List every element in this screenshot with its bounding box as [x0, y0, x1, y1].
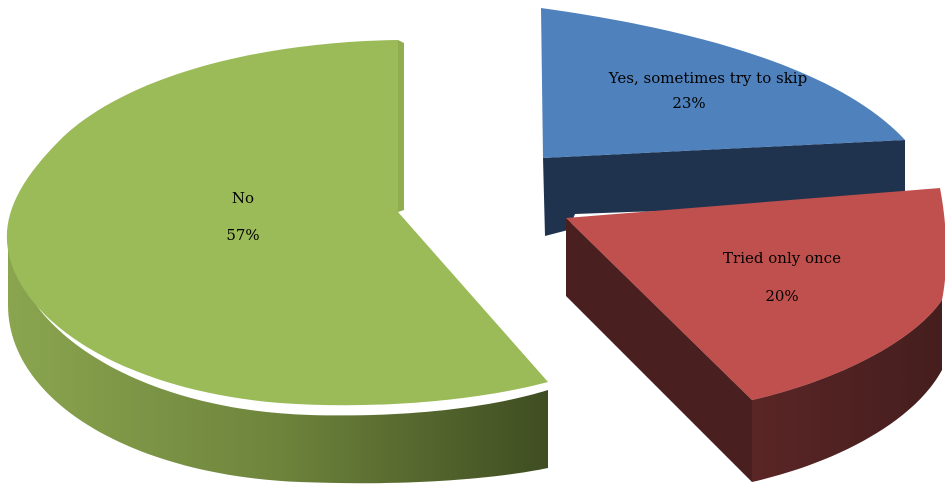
- slice-side-tried-once-left: [566, 218, 752, 482]
- slice-side-yes: [543, 140, 905, 236]
- pie-slice-tried-once: Tried only once 20%: [566, 188, 945, 482]
- slice-value-yes: 23%: [672, 94, 705, 112]
- slice-side-no: [8, 225, 548, 484]
- slice-top-tried-once: [566, 188, 945, 400]
- slice-label-tried-once: Tried only once: [723, 249, 841, 267]
- slice-value-tried-once: 20%: [765, 287, 798, 305]
- slice-label-no: No: [232, 189, 254, 207]
- slice-top-no: [6, 40, 548, 406]
- slice-side-tried-once-front: [752, 300, 942, 482]
- slice-side-no-inner: [398, 40, 404, 212]
- slice-top-yes: [541, 8, 905, 158]
- slice-value-no: 57%: [226, 226, 259, 244]
- pie-slice-no: No 57%: [6, 40, 548, 484]
- slice-label-yes: Yes, sometimes try to skip: [608, 69, 807, 87]
- pie-slice-yes: Yes, sometimes try to skip 23%: [541, 8, 905, 236]
